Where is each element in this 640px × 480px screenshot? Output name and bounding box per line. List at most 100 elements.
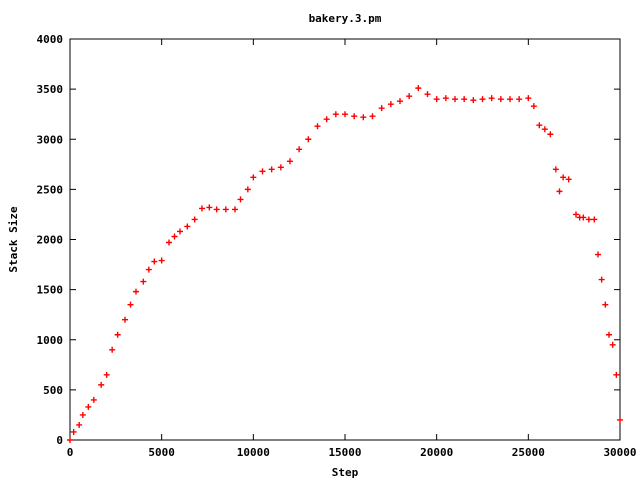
- y-axis-label: Stack Size: [7, 206, 20, 273]
- data-point: [232, 206, 238, 213]
- axis-ticks: 0 500 1000 1500 2000 2500 3000 3500 4000 0 5000 100…: [37, 33, 637, 459]
- data-point: [452, 96, 458, 103]
- data-point: [70, 428, 77, 435]
- data-point: [406, 93, 413, 100]
- y-tick-label: 500: [43, 384, 63, 397]
- data-point: [199, 205, 205, 212]
- data-point: [250, 174, 257, 181]
- data-point: [109, 346, 116, 353]
- y-tick-label: 0: [56, 434, 63, 447]
- data-point: [342, 111, 348, 118]
- data-point: [598, 276, 605, 283]
- data-point: [461, 96, 468, 103]
- data-point: [191, 216, 198, 223]
- data-point: [378, 105, 385, 112]
- data-point: [287, 158, 293, 165]
- y-tick-label: 4000: [37, 33, 64, 46]
- data-point: [171, 233, 178, 240]
- data-point: [177, 228, 183, 235]
- data-point: [76, 421, 83, 428]
- data-point: [609, 341, 616, 348]
- data-point: [541, 126, 548, 133]
- data-point: [536, 122, 543, 129]
- data-point: [613, 371, 620, 378]
- data-point: [497, 96, 504, 103]
- data-point: [585, 216, 592, 223]
- data-point: [259, 168, 266, 175]
- data-point: [442, 95, 449, 102]
- data-point: [591, 216, 598, 223]
- x-tick-label: 5000: [148, 446, 175, 459]
- data-point: [127, 301, 134, 308]
- data-point: [268, 166, 275, 173]
- data-series: [67, 85, 623, 443]
- data-point: [556, 188, 563, 195]
- data-points: [67, 85, 623, 443]
- data-point: [277, 164, 284, 171]
- data-point: [222, 206, 229, 213]
- x-tick-label: 30000: [603, 446, 636, 459]
- data-point: [206, 204, 213, 211]
- x-tick-label: 15000: [328, 446, 361, 459]
- data-point: [580, 214, 587, 221]
- data-point: [237, 196, 244, 203]
- data-point: [244, 186, 251, 193]
- data-point: [351, 113, 358, 120]
- data-point: [552, 166, 559, 173]
- data-point: [158, 257, 165, 264]
- y-tick-label: 1500: [37, 284, 64, 297]
- data-point: [140, 278, 147, 285]
- data-point: [565, 176, 572, 183]
- data-point: [488, 95, 495, 102]
- data-point: [323, 116, 330, 123]
- data-point: [98, 381, 105, 388]
- data-point: [433, 96, 440, 103]
- data-point: [617, 416, 623, 423]
- y-tick-label: 1000: [37, 334, 64, 347]
- data-point: [67, 437, 73, 443]
- data-point: [415, 85, 422, 92]
- data-point: [332, 111, 339, 118]
- data-point: [85, 403, 92, 410]
- data-point: [470, 97, 477, 104]
- data-point: [360, 114, 367, 121]
- data-point: [296, 146, 303, 153]
- data-point: [213, 206, 220, 213]
- data-point: [479, 96, 486, 103]
- data-point: [595, 251, 601, 258]
- data-point: [560, 174, 567, 181]
- data-point: [114, 331, 121, 338]
- data-point: [133, 288, 139, 295]
- data-point: [602, 301, 609, 308]
- data-point: [573, 211, 579, 218]
- data-point: [103, 371, 110, 378]
- x-tick-label: 0: [67, 446, 74, 459]
- data-point: [606, 331, 612, 338]
- data-point: [507, 96, 513, 103]
- data-point: [90, 396, 97, 403]
- data-point: [145, 266, 152, 273]
- x-tick-label: 25000: [512, 446, 545, 459]
- x-axis-label: Step: [332, 466, 359, 479]
- data-point: [516, 96, 523, 103]
- data-point: [166, 239, 172, 246]
- data-point: [397, 98, 403, 105]
- chart-title: bakery.3.pm: [309, 12, 382, 25]
- data-point: [369, 113, 376, 120]
- data-point: [79, 411, 86, 418]
- x-tick-label: 10000: [237, 446, 270, 459]
- data-point: [151, 258, 158, 265]
- y-tick-label: 2000: [37, 234, 64, 247]
- x-tick-label: 20000: [420, 446, 453, 459]
- data-point: [424, 91, 431, 98]
- plot-frame: [69, 38, 621, 441]
- data-point: [314, 123, 321, 130]
- data-point: [387, 101, 394, 108]
- data-point: [184, 223, 191, 230]
- data-point: [305, 136, 312, 143]
- data-point: [547, 131, 554, 138]
- data-point: [530, 103, 537, 110]
- y-tick-label: 3500: [37, 83, 64, 96]
- y-tick-label: 2500: [37, 183, 64, 196]
